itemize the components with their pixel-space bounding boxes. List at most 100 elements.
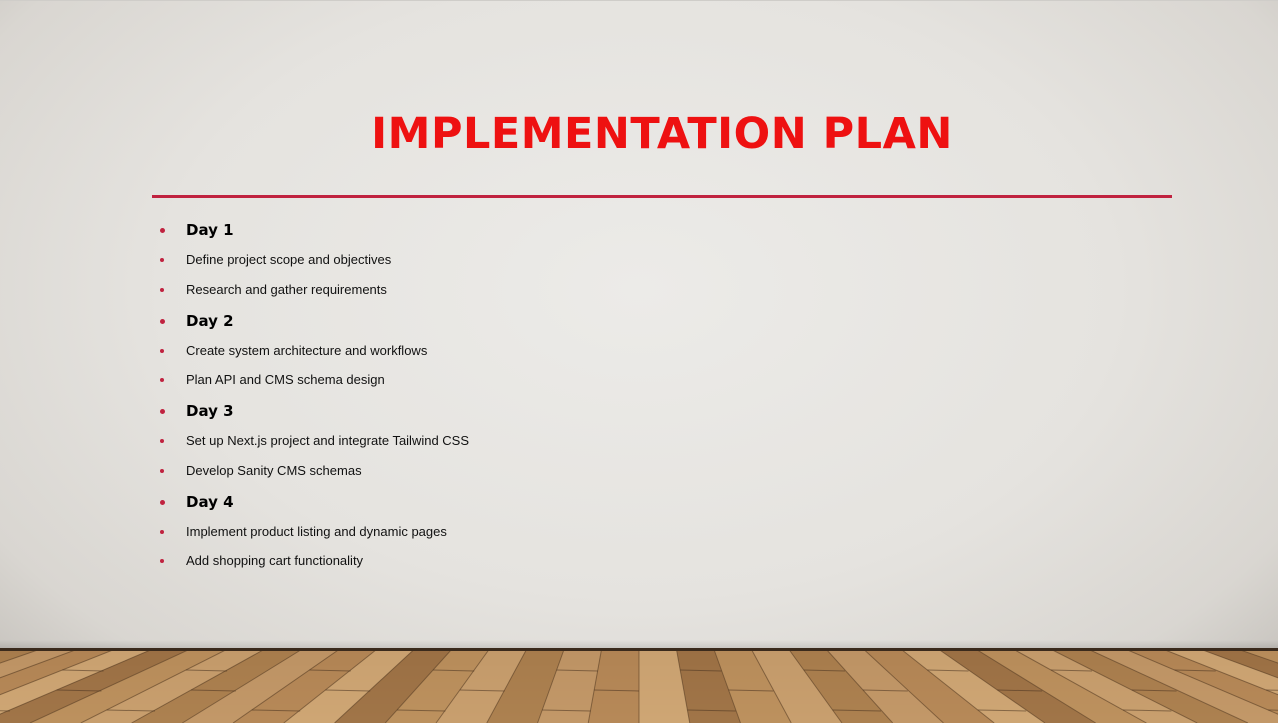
plank-seam [384, 650, 452, 723]
wood-plank [30, 650, 226, 723]
bullet-text: Day 2 [186, 312, 234, 330]
plank-joint [56, 689, 102, 692]
plank-seam [1014, 650, 1147, 723]
plank-seam [826, 650, 894, 723]
plank-joint [191, 689, 236, 692]
wood-plank [131, 650, 301, 723]
wood-plank [676, 650, 741, 723]
bullet-text: Day 3 [186, 402, 234, 420]
plank-joint [1174, 669, 1216, 672]
wood-plank [977, 650, 1147, 723]
plank-joint [542, 709, 591, 712]
plank-seam [713, 650, 741, 723]
plank-seam [901, 650, 995, 723]
bullet-text: Set up Next.js project and integrate Tai… [186, 433, 470, 448]
plank-seam [537, 650, 565, 723]
wood-planks-image [0, 650, 1278, 723]
wood-plank [436, 650, 527, 723]
bullet-text: Implement product listing and dynamic pa… [186, 524, 447, 539]
plank-seam [939, 650, 1046, 723]
wood-plank [826, 650, 944, 723]
plank-joint [325, 689, 371, 692]
bullet-dot-icon [160, 349, 164, 353]
bullet-text: Define project scope and objectives [186, 252, 392, 267]
plank-joint [1266, 689, 1278, 691]
wood-plank [1090, 650, 1278, 723]
wood-plank [486, 650, 564, 723]
wood-plank [334, 650, 452, 723]
wood-plank [537, 650, 602, 723]
wood-plank [939, 650, 1096, 723]
plank-seam [334, 650, 414, 723]
bullet-text: Day 4 [186, 493, 234, 511]
wood-floor [0, 650, 1278, 723]
plank-joint [309, 669, 351, 672]
plank-joint [459, 689, 505, 692]
wood-plank [385, 650, 489, 723]
wood-plank [283, 650, 414, 723]
wood-plank [0, 650, 188, 723]
wood-plank [80, 650, 264, 723]
top-border [0, 0, 1278, 1]
plank-joint [433, 669, 475, 672]
bullet-dot-icon [160, 559, 164, 563]
wood-plank [751, 650, 842, 723]
bullet-dot-icon [160, 530, 164, 534]
wood-plank [1014, 650, 1198, 723]
plank-joint [977, 709, 1027, 712]
wood-plank [639, 650, 690, 723]
bullet-text: Plan API and CMS schema design [186, 372, 385, 387]
plank-seam [676, 650, 691, 723]
floor-edge [0, 648, 1278, 651]
plank-seam [182, 650, 301, 723]
plank-joint [106, 709, 155, 712]
plank-seam [486, 650, 527, 723]
slide-title: IMPLEMENTATION PLAN [371, 109, 953, 159]
plank-seam [1240, 650, 1278, 664]
bullet-dot-icon [160, 500, 165, 505]
plank-joint [997, 689, 1043, 692]
plank-seam [788, 650, 843, 723]
bullet-text: Day 1 [186, 221, 234, 239]
plank-seam [0, 650, 113, 696]
bullet-text: Research and gather requirements [186, 282, 387, 297]
bullet-dot-icon [160, 319, 165, 324]
plank-seam [29, 650, 189, 723]
plank-seam [1165, 650, 1278, 696]
plank-seam [1202, 650, 1278, 679]
bullet-text: Create system architecture and workflows [186, 343, 428, 358]
title-divider [152, 195, 1172, 198]
plank-joint [728, 689, 774, 692]
wood-plank [233, 650, 376, 723]
plank-joint [251, 709, 301, 712]
bullet-dot-icon [160, 228, 165, 233]
plank-joint [62, 669, 104, 672]
bullet-dot-icon [160, 288, 164, 292]
plank-joint [680, 669, 722, 672]
plank-seam [0, 650, 76, 679]
plank-seam [977, 650, 1096, 723]
plank-joint [803, 669, 845, 672]
plank-seam [864, 650, 944, 723]
plank-joint [1123, 709, 1172, 712]
plank-joint [556, 669, 598, 672]
plank-joint [927, 669, 969, 672]
wood-plank [588, 650, 639, 723]
plank-seam [1127, 650, 1278, 715]
wood-plank [182, 650, 339, 723]
bullet-text: Develop Sanity CMS schemas [186, 463, 362, 478]
plank-joint [687, 709, 736, 712]
wood-plank [789, 650, 893, 723]
plank-seam [1052, 650, 1198, 723]
wood-plank [1052, 650, 1248, 723]
bullet-dot-icon [160, 409, 165, 414]
plank-seam [1089, 650, 1249, 723]
bullet-dot-icon [160, 439, 164, 443]
plank-seam [0, 650, 38, 664]
plank-joint [396, 709, 446, 712]
bullet-text: Add shopping cart functionality [186, 553, 364, 568]
bullet-dot-icon [160, 378, 164, 382]
wood-plank [714, 650, 792, 723]
plank-joint [1131, 689, 1177, 692]
